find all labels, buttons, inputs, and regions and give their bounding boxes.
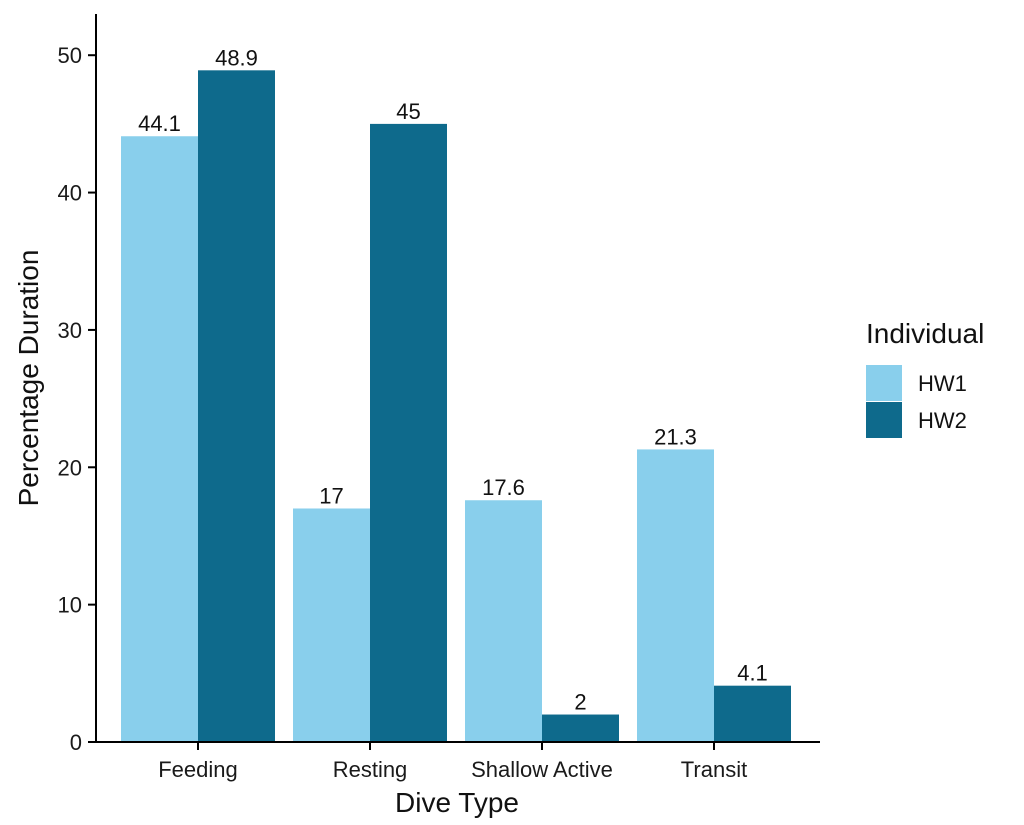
data-label: 21.3 xyxy=(654,424,697,449)
x-axis-ticks: Feeding Resting Shallow Active Transit xyxy=(158,742,747,782)
bar-hw1-transit xyxy=(637,449,714,742)
legend: Individual HW1 HW2 xyxy=(866,318,984,438)
legend-swatch-hw1 xyxy=(866,365,902,401)
y-tick-label: 30 xyxy=(58,318,82,343)
bar-hw1-feeding xyxy=(121,136,198,743)
data-label: 17.6 xyxy=(482,475,525,500)
legend-label-hw2: HW2 xyxy=(918,408,967,433)
legend-title: Individual xyxy=(866,318,984,349)
legend-swatch-hw2 xyxy=(866,402,902,438)
bar-hw1-shallow-active xyxy=(465,500,542,742)
data-label: 45 xyxy=(396,99,420,124)
y-axis-title: Percentage Duration xyxy=(13,250,44,507)
plot-area: 44.1 48.9 17 45 17.6 2 21.3 4.1 xyxy=(121,45,791,743)
data-label: 17 xyxy=(319,483,343,508)
x-tick-label: Transit xyxy=(681,757,747,782)
x-tick-label: Feeding xyxy=(158,757,238,782)
bar-hw1-resting xyxy=(293,508,370,742)
y-tick-label: 50 xyxy=(58,43,82,68)
x-tick-label: Resting xyxy=(333,757,408,782)
data-label: 4.1 xyxy=(737,661,768,686)
legend-label-hw1: HW1 xyxy=(918,371,967,396)
y-tick-label: 10 xyxy=(58,593,82,618)
x-axis-title: Dive Type xyxy=(395,787,519,818)
bar-hw2-feeding xyxy=(198,70,275,743)
y-tick-label: 20 xyxy=(58,455,82,480)
bar-hw2-transit xyxy=(714,685,791,742)
y-tick-label: 0 xyxy=(70,730,82,755)
bar-hw2-shallow-active xyxy=(542,714,619,742)
data-label: 2 xyxy=(574,690,586,715)
y-axis-ticks: 0 10 20 30 40 50 xyxy=(58,43,96,755)
x-tick-label: Shallow Active xyxy=(471,757,613,782)
data-label: 48.9 xyxy=(215,45,258,70)
bar-hw2-resting xyxy=(370,123,447,743)
y-tick-label: 40 xyxy=(58,181,82,206)
data-label: 44.1 xyxy=(138,111,181,136)
